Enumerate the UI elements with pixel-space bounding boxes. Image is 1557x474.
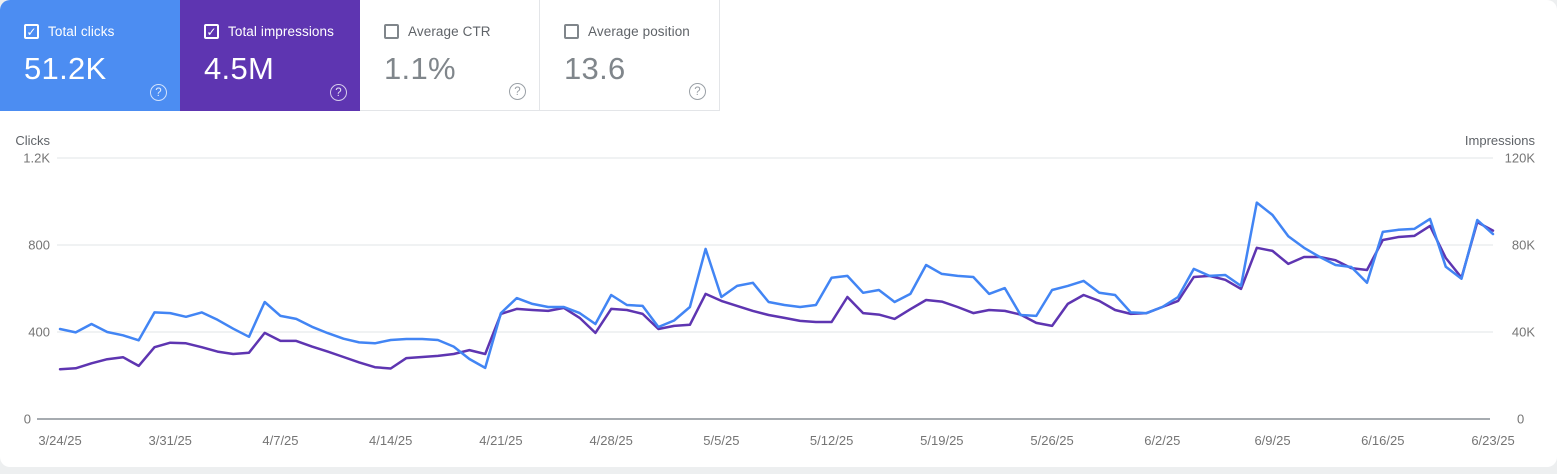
metric-card-label: Average position (588, 24, 690, 39)
metric-cards-row: ✓ Total clicks 51.2K ? ✓ Total impressio… (0, 0, 720, 111)
svg-text:3/24/25: 3/24/25 (38, 433, 81, 448)
svg-text:800: 800 (28, 238, 50, 253)
checkbox-checked-icon[interactable]: ✓ (204, 24, 219, 39)
svg-text:4/7/25: 4/7/25 (262, 433, 298, 448)
checkbox-checked-icon[interactable]: ✓ (24, 24, 39, 39)
svg-text:80K: 80K (1512, 238, 1535, 253)
svg-text:6/23/25: 6/23/25 (1471, 433, 1514, 448)
svg-text:4/14/25: 4/14/25 (369, 433, 412, 448)
svg-text:40K: 40K (1512, 325, 1535, 340)
svg-text:5/12/25: 5/12/25 (810, 433, 853, 448)
svg-text:0: 0 (24, 412, 31, 427)
metric-card-value: 13.6 (564, 51, 626, 86)
help-icon[interactable]: ? (330, 84, 347, 101)
svg-text:5/26/25: 5/26/25 (1030, 433, 1073, 448)
metric-card-label: Average CTR (408, 24, 491, 39)
metric-card-label: Total impressions (228, 24, 334, 39)
checkbox-unchecked-icon[interactable] (564, 24, 579, 39)
svg-text:5/19/25: 5/19/25 (920, 433, 963, 448)
svg-text:1.2K: 1.2K (23, 151, 50, 166)
svg-text:5/5/25: 5/5/25 (703, 433, 739, 448)
help-icon[interactable]: ? (689, 83, 706, 100)
metric-card-average-ctr[interactable]: Average CTR 1.1% ? (360, 0, 540, 111)
svg-text:0: 0 (1517, 412, 1524, 427)
performance-chart[interactable]: Clicks Impressions1.2K8004000120K80K40K03… (0, 118, 1557, 467)
metric-card-total-clicks[interactable]: ✓ Total clicks 51.2K ? (0, 0, 180, 111)
metric-card-value: 51.2K (24, 51, 107, 86)
checkbox-unchecked-icon[interactable] (384, 24, 399, 39)
svg-text:Impressions: Impressions (1465, 133, 1536, 148)
svg-text:4/21/25: 4/21/25 (479, 433, 522, 448)
metric-card-total-impressions[interactable]: ✓ Total impressions 4.5M ? (180, 0, 360, 111)
svg-text:6/16/25: 6/16/25 (1361, 433, 1404, 448)
svg-text:3/31/25: 3/31/25 (149, 433, 192, 448)
help-icon[interactable]: ? (150, 84, 167, 101)
svg-text:4/28/25: 4/28/25 (589, 433, 632, 448)
metric-card-label: Total clicks (48, 24, 115, 39)
svg-text:6/9/25: 6/9/25 (1254, 433, 1290, 448)
svg-text:120K: 120K (1505, 151, 1536, 166)
svg-text:Clicks: Clicks (15, 133, 50, 148)
svg-text:400: 400 (28, 325, 50, 340)
svg-text:6/2/25: 6/2/25 (1144, 433, 1180, 448)
help-icon[interactable]: ? (509, 83, 526, 100)
performance-chart-area: Clicks Impressions 1.2K 800 400 0 120K 80K 40K 0 3… (0, 118, 1557, 467)
metric-card-value: 1.1% (384, 51, 456, 86)
metric-card-value: 4.5M (204, 51, 275, 86)
metric-card-average-position[interactable]: Average position 13.6 ? (540, 0, 720, 111)
